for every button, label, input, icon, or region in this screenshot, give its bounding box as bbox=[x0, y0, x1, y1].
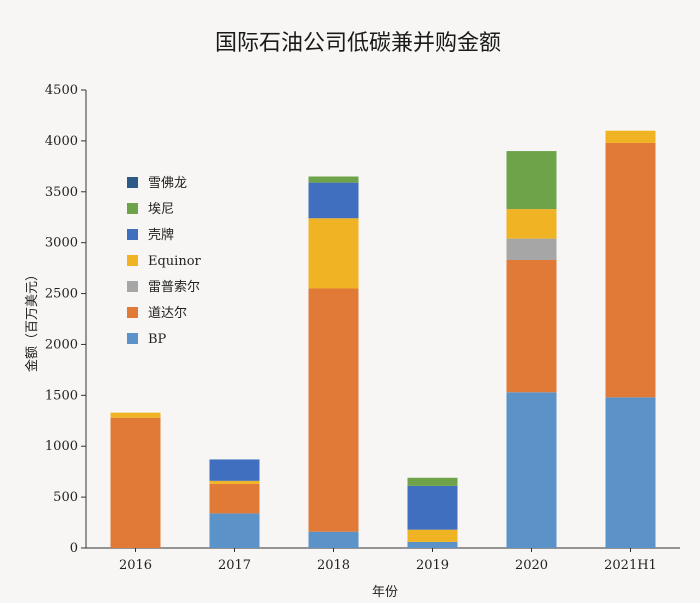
legend-swatch bbox=[127, 255, 138, 266]
x-axis-label: 年份 bbox=[372, 585, 398, 600]
x-tick-label: 2020 bbox=[515, 558, 548, 573]
bar-segment-2019-壳牌 bbox=[407, 485, 458, 530]
legend-label: 雷普索尔 bbox=[148, 280, 200, 295]
bar-segment-2018-埃尼 bbox=[308, 176, 359, 183]
legend-swatch bbox=[127, 307, 138, 318]
bar-segment-2019-埃尼 bbox=[407, 477, 458, 486]
x-tick-label: 2017 bbox=[218, 558, 251, 573]
y-axis: 0 500 1000 1500 2000 2500 3000 3500 4000 4500 bbox=[45, 83, 87, 556]
bar-segment-2021H1-Equinor bbox=[605, 130, 656, 143]
legend-label: 雪佛龙 bbox=[148, 176, 187, 191]
y-tick-label: 2000 bbox=[45, 337, 78, 352]
legend-label: 壳牌 bbox=[148, 227, 174, 243]
bar-segment-2017-BP bbox=[209, 513, 260, 548]
legend-swatch bbox=[127, 229, 138, 240]
bar-segment-2020-雷普索尔 bbox=[506, 238, 557, 260]
x-tick-label: 2018 bbox=[317, 558, 350, 573]
bar-segment-2020-道达尔 bbox=[506, 259, 557, 393]
bar-segment-2017-Equinor bbox=[209, 480, 260, 484]
x-tick-label: 2016 bbox=[119, 558, 152, 573]
legend-label: Equinor bbox=[148, 254, 202, 269]
bar-segment-2018-BP bbox=[308, 531, 359, 548]
y-tick-label: 3500 bbox=[45, 185, 78, 200]
bar-segment-2018-道达尔 bbox=[308, 288, 359, 532]
legend-swatch bbox=[127, 203, 138, 214]
bar-segment-2018-壳牌 bbox=[308, 182, 359, 219]
y-tick-label: 4500 bbox=[45, 83, 78, 98]
bar-segment-2019-BP bbox=[407, 541, 458, 548]
bar-segment-2016-Equinor bbox=[110, 412, 161, 418]
bar-segment-2017-壳牌 bbox=[209, 459, 260, 481]
bar-segment-2016-道达尔 bbox=[110, 417, 161, 548]
bar-segment-2019-Equinor bbox=[407, 529, 458, 542]
x-tick-label: 2019 bbox=[416, 558, 449, 573]
y-axis-label: 金额（百万美元） bbox=[24, 268, 40, 372]
y-tick-label: 1500 bbox=[45, 388, 78, 403]
y-tick-label: 1000 bbox=[45, 439, 78, 454]
bars bbox=[110, 130, 656, 548]
y-tick-label: 4000 bbox=[45, 134, 78, 149]
bar-segment-2017-道达尔 bbox=[209, 483, 260, 514]
legend-swatch bbox=[127, 281, 138, 292]
legend-label: 道达尔 bbox=[148, 306, 187, 321]
legend-label: BP bbox=[148, 332, 167, 347]
legend-swatch bbox=[127, 177, 138, 188]
y-tick-label: 2500 bbox=[45, 287, 78, 302]
y-tick-label: 0 bbox=[70, 541, 78, 556]
bar-segment-2021H1-BP bbox=[605, 397, 656, 548]
bar-segment-2020-埃尼 bbox=[506, 151, 557, 210]
chart-title: 国际石油公司低碳兼并购金额 bbox=[215, 31, 501, 56]
bar-segment-2018-Equinor bbox=[308, 218, 359, 289]
legend-label: 埃尼 bbox=[148, 202, 174, 217]
x-tick-label: 2021H1 bbox=[604, 558, 657, 573]
legend-swatch bbox=[127, 333, 138, 344]
x-axis: 2016 2017 2018 2019 2020 2021H1 bbox=[86, 547, 680, 573]
y-tick-label: 3000 bbox=[45, 236, 78, 251]
bar-segment-2020-BP bbox=[506, 392, 557, 548]
bar-segment-2020-Equinor bbox=[506, 209, 557, 239]
bar-segment-2021H1-道达尔 bbox=[605, 142, 656, 398]
y-tick-label: 500 bbox=[53, 490, 78, 505]
